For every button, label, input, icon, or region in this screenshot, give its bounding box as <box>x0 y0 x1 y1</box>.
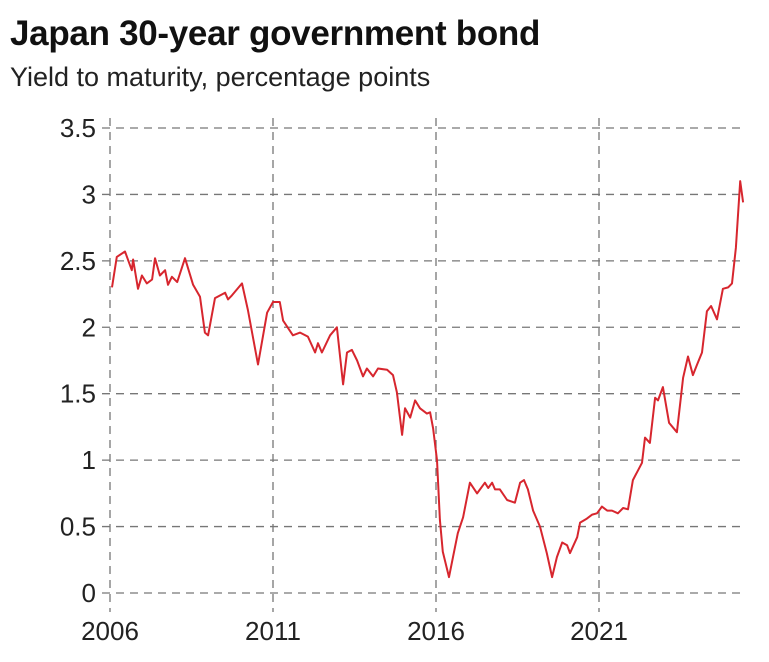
x-tick-label: 2021 <box>570 616 628 646</box>
y-tick-label: 0 <box>82 578 96 608</box>
y-tick-label: 3.5 <box>60 113 96 143</box>
x-tick-label: 2011 <box>245 616 301 646</box>
y-tick-label: 1 <box>82 445 96 475</box>
y-tick-label: 1.5 <box>60 379 96 409</box>
x-tick-label: 2016 <box>407 616 465 646</box>
y-tick-label: 2.5 <box>60 246 96 276</box>
yield-line <box>111 180 745 579</box>
chart-subtitle: Yield to maturity, percentage points <box>10 62 431 92</box>
y-tick-label: 3 <box>82 179 96 209</box>
y-tick-label: 2 <box>82 312 96 342</box>
x-tick-label: 2006 <box>81 616 139 646</box>
chart-title: Japan 30-year government bond <box>10 14 541 53</box>
y-tick-label: 0.5 <box>60 512 96 542</box>
